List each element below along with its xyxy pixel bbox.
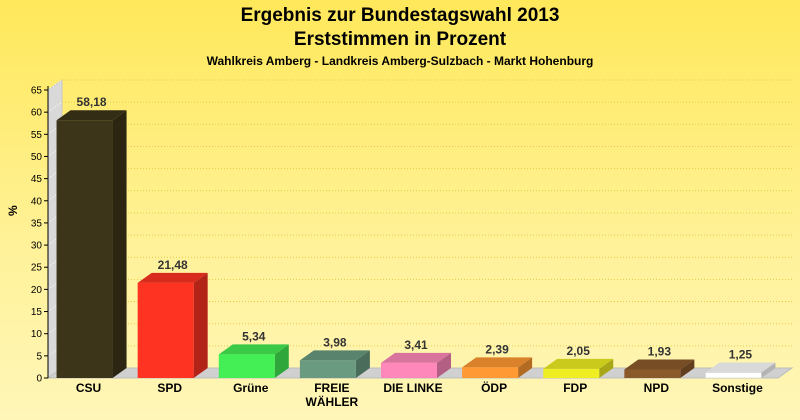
bar xyxy=(624,369,681,378)
bar-freie-wähler xyxy=(299,350,370,378)
bar-sonstige xyxy=(705,362,776,379)
x-tick-label: NPD xyxy=(644,381,670,395)
bar-side xyxy=(680,359,695,378)
bar-side xyxy=(193,272,208,378)
bar-value-label: 5,34 xyxy=(242,329,266,343)
x-tick-label: FREIE xyxy=(314,381,349,395)
bar-top xyxy=(56,110,127,121)
chart-title-line2: Erststimmen in Prozent xyxy=(293,29,507,50)
bar-spd xyxy=(137,272,208,378)
x-tick-label: FDP xyxy=(563,381,587,395)
chart-subtitle: Wahlkreis Amberg - Landkreis Amberg-Sulz… xyxy=(206,54,594,68)
x-tick-label: SPD xyxy=(157,381,182,395)
y-tick-label: 65 xyxy=(31,86,43,97)
bar-value-label: 1,25 xyxy=(729,347,753,361)
y-tick-label: 45 xyxy=(31,174,43,185)
y-tick-label: 40 xyxy=(31,196,43,207)
bar-fdp xyxy=(543,358,614,378)
bar-top xyxy=(299,350,370,361)
y-tick-label: 20 xyxy=(31,285,43,296)
y-tick-label: 25 xyxy=(31,263,43,274)
bar-ödp xyxy=(462,357,533,378)
bar-value-label: 58,18 xyxy=(77,95,107,109)
x-tick-label: Sonstige xyxy=(712,381,763,395)
bar-value-label: 2,39 xyxy=(485,342,509,356)
bar-die-linke xyxy=(381,352,451,378)
bar-side xyxy=(518,357,533,378)
x-tick-label: ÖDP xyxy=(481,380,507,395)
bar-value-label: 3,41 xyxy=(404,338,428,352)
bar xyxy=(56,120,113,379)
bar-grüne xyxy=(218,344,289,378)
bar-npd xyxy=(624,359,695,378)
bar-value-label: 3,98 xyxy=(323,335,347,349)
x-tick-label: WÄHLER xyxy=(306,394,359,409)
bar xyxy=(705,372,762,379)
y-tick-label: 10 xyxy=(31,329,43,340)
bar-side xyxy=(761,362,776,378)
bar-top xyxy=(381,352,451,363)
bar-top xyxy=(218,344,289,355)
bar-csu xyxy=(56,110,127,379)
bar-top xyxy=(624,359,695,370)
y-tick-label: 60 xyxy=(31,108,43,119)
bar-value-label: 1,93 xyxy=(648,344,672,358)
y-tick-label: 0 xyxy=(36,374,42,385)
y-tick-label: 55 xyxy=(31,130,43,141)
bar-top xyxy=(462,357,533,368)
bar-side xyxy=(437,352,451,378)
bar-value-label: 2,05 xyxy=(567,344,591,358)
bar-side xyxy=(599,358,614,378)
bar-top xyxy=(137,272,208,283)
bar-top xyxy=(543,358,614,369)
bar xyxy=(218,354,275,378)
bar xyxy=(543,368,600,378)
bar-side xyxy=(274,344,289,378)
chart-title-line1: Ergebnis zur Bundestagswahl 2013 xyxy=(240,5,560,26)
bar xyxy=(299,360,356,378)
x-tick-label: DIE LINKE xyxy=(383,381,442,395)
bar xyxy=(137,282,194,378)
chart-title: Ergebnis zur Bundestagswahl 2013 Erststi… xyxy=(0,4,800,52)
bar-top xyxy=(705,362,776,373)
x-tick-label: CSU xyxy=(76,381,101,395)
bar-side xyxy=(112,110,127,379)
bar-side xyxy=(355,350,370,378)
x-tick-label: Grüne xyxy=(233,381,269,395)
y-tick-label: 5 xyxy=(36,351,42,362)
bar xyxy=(462,367,519,378)
y-tick-label: 15 xyxy=(31,307,43,318)
y-tick-label: 30 xyxy=(31,241,43,252)
y-tick-label: 35 xyxy=(31,218,43,229)
y-tick-label: 50 xyxy=(31,152,43,163)
bar-value-label: 21,48 xyxy=(158,258,188,272)
bar xyxy=(381,362,437,378)
